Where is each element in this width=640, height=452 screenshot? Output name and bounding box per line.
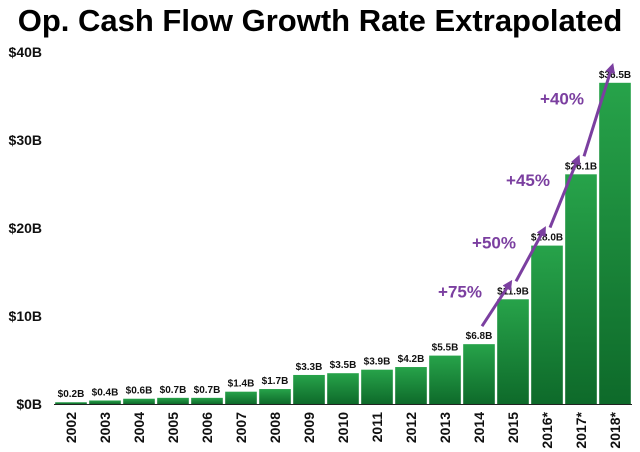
bar xyxy=(395,367,427,404)
x-tick-label: 2018* xyxy=(607,411,623,448)
bar-value-label: $5.5B xyxy=(432,343,459,354)
y-tick-label: $10B xyxy=(9,308,42,324)
chart-title: Op. Cash Flow Growth Rate Extrapolated xyxy=(18,3,623,38)
y-tick-label: $40B xyxy=(9,44,42,60)
x-tick-label: 2016* xyxy=(539,411,555,448)
x-tick-label: 2006 xyxy=(199,412,215,443)
bar-value-label: $6.8B xyxy=(466,331,493,342)
bar-value-label: $26.1B xyxy=(565,161,597,172)
bar xyxy=(531,245,563,404)
x-tick-label: 2009 xyxy=(301,412,317,443)
growth-arrow xyxy=(514,226,546,282)
x-tick-label: 2012 xyxy=(403,412,419,443)
bar-value-label: $3.9B xyxy=(364,357,391,368)
bar xyxy=(123,398,155,404)
bar-value-label: $0.4B xyxy=(92,387,119,398)
bar-value-label: $4.2B xyxy=(398,354,425,365)
bar-value-label: $0.2B xyxy=(58,389,85,400)
bar xyxy=(463,344,495,404)
y-tick-label: $20B xyxy=(9,220,42,236)
x-tick-label: 2005 xyxy=(165,412,181,443)
bar xyxy=(89,400,121,404)
bar-value-label: $3.3B xyxy=(296,362,323,373)
bar-value-label: $0.7B xyxy=(160,385,187,396)
x-tick-label: 2008 xyxy=(267,412,283,443)
x-tick-label: 2015 xyxy=(505,412,521,443)
x-tick-label: 2013 xyxy=(437,412,453,443)
growth-rate-label: +45% xyxy=(506,171,550,190)
bar xyxy=(599,82,631,405)
bar-value-label: $1.4B xyxy=(228,379,255,390)
y-tick-label: $30B xyxy=(9,132,42,148)
x-tick-label: 2017* xyxy=(573,411,589,448)
bar xyxy=(429,355,461,404)
bar xyxy=(327,373,359,404)
growth-arrow xyxy=(582,62,615,157)
bars-group: $0.2B $0.4B $0.6B $0.7B $0.7B $1.4B $1.7B $3.3B… xyxy=(55,70,631,405)
bar-value-label: $36.5B xyxy=(599,70,631,81)
x-tick-label: 2011 xyxy=(369,412,385,443)
growth-arrow xyxy=(480,279,513,327)
x-tick-label: 2014 xyxy=(471,412,487,443)
x-tick-label: 2010 xyxy=(335,412,351,443)
x-tick-label: 2002 xyxy=(63,412,79,443)
bar xyxy=(565,174,597,404)
y-axis: $0B $10B $20B $30B $40B xyxy=(9,44,632,412)
bar xyxy=(225,391,257,404)
x-tick-label: 2003 xyxy=(97,412,113,443)
bar xyxy=(157,397,189,404)
x-tick-label: 2004 xyxy=(131,412,147,443)
bar-value-label: $3.5B xyxy=(330,360,357,371)
bar-value-label: $1.7B xyxy=(262,376,289,387)
bar xyxy=(191,397,223,404)
bar-value-label: $0.6B xyxy=(126,386,153,397)
bar xyxy=(293,374,325,404)
bar-value-label: $0.7B xyxy=(194,385,221,396)
bar-value-label: $11.9B xyxy=(497,286,529,297)
growth-rate-label: +75% xyxy=(438,283,482,302)
bar-value-label: $18.0B xyxy=(531,233,563,244)
bar xyxy=(55,402,87,404)
y-tick-label: $0B xyxy=(16,396,42,412)
bar xyxy=(497,299,529,404)
bar xyxy=(259,389,291,404)
bar xyxy=(361,369,393,404)
growth-arrow xyxy=(548,154,581,229)
growth-annotations: +75% +50% +45% +40% xyxy=(438,62,615,327)
x-axis: 2002 2003 2004 2005 2006 2007 2008 2009 2010 2011… xyxy=(63,411,623,448)
x-tick-label: 2007 xyxy=(233,412,249,443)
growth-rate-label: +50% xyxy=(472,233,516,252)
growth-rate-label: +40% xyxy=(540,90,584,109)
